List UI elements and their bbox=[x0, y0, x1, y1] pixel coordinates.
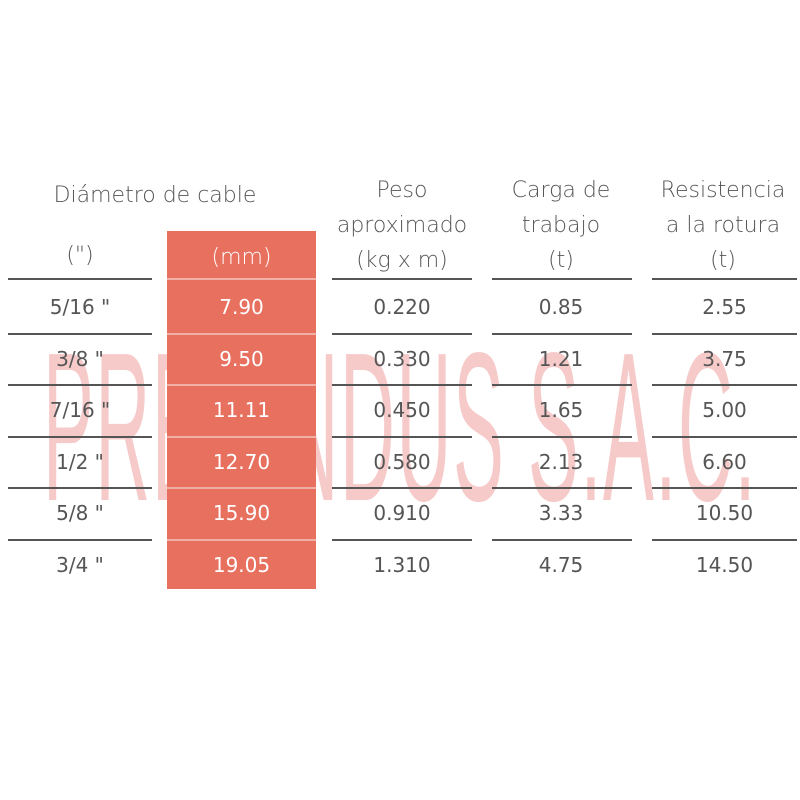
header-weight-line2: aproximado bbox=[336, 213, 468, 238]
cell-weight: 1.310 bbox=[373, 552, 431, 577]
row-divider bbox=[8, 384, 152, 386]
cell-work-load: 3.33 bbox=[538, 501, 584, 525]
cell-work-load: 1.65 bbox=[538, 398, 584, 422]
row-divider bbox=[8, 333, 152, 335]
mm-row-divider bbox=[167, 487, 316, 489]
cell-work-load: 0.85 bbox=[538, 295, 584, 319]
header-mm: (mm) bbox=[211, 245, 272, 270]
header-breaking-line2: a la rotura bbox=[665, 213, 781, 238]
cell-mm: 19.05 bbox=[212, 552, 271, 577]
row-divider bbox=[652, 333, 797, 335]
cell-work-load: 4.75 bbox=[538, 552, 584, 577]
mm-row-divider bbox=[167, 333, 316, 335]
cell-mm: 11.11 bbox=[212, 398, 271, 422]
cell-mm: 9.50 bbox=[219, 346, 264, 371]
header-weight-line1: Peso bbox=[376, 178, 428, 203]
row-divider bbox=[8, 539, 152, 541]
header-breaking-line1: Resistencia bbox=[660, 178, 786, 203]
cell-breaking: 5.00 bbox=[702, 398, 747, 422]
header-weight-line3: (kg x m) bbox=[356, 248, 448, 273]
cell-breaking: 14.50 bbox=[695, 552, 754, 577]
row-divider bbox=[492, 487, 632, 489]
cell-mm: 12.70 bbox=[212, 449, 271, 474]
cell-weight: 0.450 bbox=[373, 398, 431, 422]
row-divider bbox=[492, 278, 632, 280]
row-divider bbox=[492, 436, 632, 438]
cell-breaking: 3.75 bbox=[702, 346, 747, 371]
header-work-load-line1: Carga de bbox=[511, 178, 611, 203]
cell-work-load: 1.21 bbox=[538, 346, 584, 371]
row-divider bbox=[492, 539, 632, 541]
row-divider bbox=[652, 487, 797, 489]
cell-weight: 0.330 bbox=[373, 346, 431, 371]
row-divider bbox=[332, 487, 472, 489]
cell-inches: 5/8 " bbox=[56, 501, 104, 525]
cell-work-load: 2.13 bbox=[538, 449, 584, 474]
row-divider bbox=[332, 436, 472, 438]
cell-weight: 0.580 bbox=[373, 449, 431, 474]
row-divider bbox=[332, 333, 472, 335]
row-divider bbox=[652, 539, 797, 541]
header-breaking-line3: (t) bbox=[710, 248, 736, 273]
row-divider bbox=[332, 278, 472, 280]
mm-column-highlight bbox=[167, 231, 316, 589]
cell-inches: 7/16 " bbox=[49, 398, 111, 422]
cell-breaking: 10.50 bbox=[695, 501, 754, 525]
cell-inches: 3/8 " bbox=[56, 346, 104, 371]
mm-row-divider bbox=[167, 278, 316, 280]
row-divider bbox=[332, 539, 472, 541]
header-work-load-line2: trabajo bbox=[521, 213, 601, 238]
row-divider bbox=[652, 384, 797, 386]
cell-breaking: 6.60 bbox=[702, 449, 747, 474]
cell-breaking: 2.55 bbox=[702, 295, 747, 319]
header-diameter: Diámetro de cable bbox=[53, 183, 257, 208]
cell-weight: 0.220 bbox=[373, 295, 431, 319]
watermark: PRECINDUS S.A.C. bbox=[42, 308, 758, 545]
cell-inches: 5/16 " bbox=[49, 295, 111, 319]
row-divider bbox=[652, 436, 797, 438]
header-work-load-line3: (t) bbox=[548, 248, 574, 273]
row-divider bbox=[8, 278, 152, 280]
mm-row-divider bbox=[167, 384, 316, 386]
row-divider bbox=[332, 384, 472, 386]
row-divider bbox=[652, 278, 797, 280]
cell-inches: 3/4 " bbox=[56, 552, 104, 577]
cell-mm: 7.90 bbox=[219, 295, 264, 319]
mm-row-divider bbox=[167, 539, 316, 541]
row-divider bbox=[8, 436, 152, 438]
row-divider bbox=[492, 384, 632, 386]
cell-inches: 1/2 " bbox=[56, 449, 104, 474]
row-divider bbox=[492, 333, 632, 335]
header-inches: (") bbox=[66, 243, 94, 268]
cell-mm: 15.90 bbox=[212, 501, 271, 525]
row-divider bbox=[8, 487, 152, 489]
cell-weight: 0.910 bbox=[373, 501, 431, 525]
mm-row-divider bbox=[167, 436, 316, 438]
